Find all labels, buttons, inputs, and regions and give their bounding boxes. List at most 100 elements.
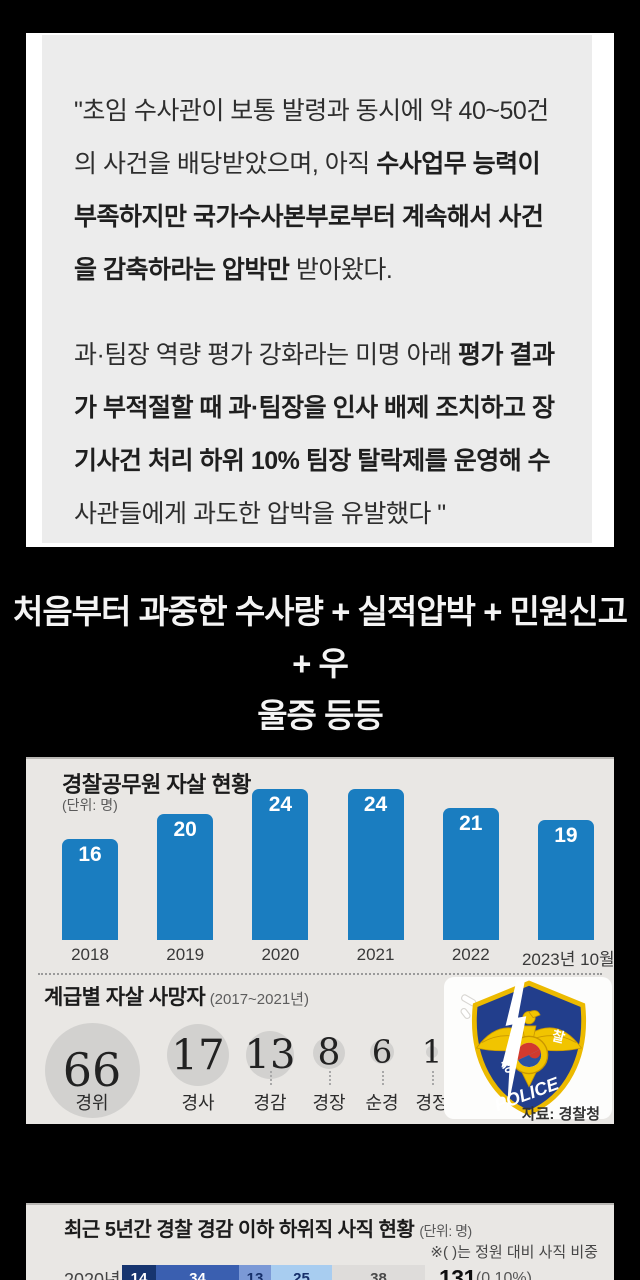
- quote-line: 부족하지만 국가수사본부로부터 계속해서 사건: [74, 191, 594, 244]
- resign-chart-title: 최근 5년간 경찰 경감 이하 하위직 사직 현황 (단위: 명): [64, 1213, 472, 1242]
- caption-line-2: 울증 등등: [257, 697, 384, 734]
- bar-year-label: 2018: [71, 945, 109, 964]
- rank-connector: [329, 1071, 331, 1085]
- bar-value: 24: [363, 793, 388, 816]
- suicide-chart-unit: (단위: 명): [62, 797, 118, 813]
- rank-value: 13: [244, 1032, 296, 1078]
- suicide-chart-title: 경찰공무원 자살 현황: [62, 772, 251, 797]
- bar-column: 20: [141, 789, 229, 940]
- quote-text-segment: 수사업무 능력이: [376, 150, 541, 178]
- rank-value: 1: [421, 1033, 443, 1071]
- dotted-divider: [38, 973, 602, 975]
- rank-connector: [270, 1071, 272, 1085]
- rank-label: 순경: [365, 1093, 399, 1113]
- quote-line: 기사건 처리 하위 10% 팀장 탈락제를 운영해 수: [74, 435, 594, 488]
- resign-chart-card: 최근 5년간 경찰 경감 이하 하위직 사직 현황 (단위: 명) ※( )는 …: [26, 1203, 614, 1280]
- rank-value: 8: [317, 1032, 341, 1074]
- bar: 24: [252, 789, 309, 940]
- rank-label: 경정: [415, 1093, 449, 1113]
- bar-column: 19: [522, 789, 610, 940]
- bar-value: 20: [173, 818, 197, 841]
- quote-text-segment: "초임 수사관이 보통 발령과 동시에 약 40~50건: [74, 97, 549, 125]
- stacked-bar-total: 131: [439, 1265, 476, 1280]
- rank-label: 경사: [181, 1093, 215, 1113]
- bar: 19: [537, 820, 594, 940]
- stacked-bar-segments: 14 34 13 25 38: [122, 1265, 425, 1280]
- bar: 16: [62, 839, 118, 940]
- quote-text-segment: 기사건 처리 하위 10% 팀장 탈락제를 운영해 수: [74, 447, 551, 475]
- resign-chart-note: ※( )는 정원 대비 사직 비중: [430, 1244, 598, 1261]
- source-label: 자료: 경찰청: [521, 1106, 600, 1123]
- rank-chart-title: 계급별 자살 사망자: [44, 986, 206, 1009]
- quote-line: 가 부적절할 때 과·팀장을 인사 배제 조치하고 장: [74, 382, 594, 435]
- rank-circle: [313, 1037, 345, 1069]
- rank-value: 66: [62, 1043, 122, 1097]
- resign-chart-title-text: 최근 5년간 경찰 경감 이하 하위직 사직 현황: [64, 1219, 415, 1241]
- bar: 24: [347, 789, 404, 940]
- bar-year-label: 2021: [356, 945, 395, 964]
- stacked-bar-row: 2020년 14 34 13 25 38 131 (0.10%): [64, 1265, 532, 1280]
- rank-connector: [432, 1071, 434, 1085]
- bar-value: 16: [78, 843, 102, 866]
- rank-label: 경위: [75, 1093, 109, 1113]
- quote-line: 과·팀장 역량 평가 강화라는 미명 아래 평가 결과: [74, 329, 594, 382]
- bar-value: 24: [268, 793, 293, 816]
- rank-connector: [382, 1071, 384, 1085]
- bar-year-label: 2023년 10월: [521, 950, 615, 969]
- quote-text-segment: 가 부적절할 때 과·팀장을 인사 배제 조치하고 장: [74, 394, 555, 422]
- quote-text-segment: 받아왔다.: [289, 256, 393, 284]
- resign-chart-unit: (단위: 명): [419, 1223, 472, 1239]
- rank-circle: [370, 1040, 394, 1064]
- bar-year-label: 2020: [261, 945, 300, 964]
- stacked-bar-segment: 38: [332, 1265, 425, 1280]
- quote-line: 을 감축하라는 압박만 받아왔다.: [74, 244, 594, 297]
- bar-column: 16: [46, 789, 134, 940]
- police-badge: 경 찰 POLICE: [444, 977, 612, 1119]
- rank-label: 경장: [312, 1093, 346, 1113]
- quote-text-segment: 사관들에게 과도한 압박을 유발했다 ": [74, 500, 446, 528]
- bar: 20: [157, 814, 214, 940]
- badge-char-right: 찰: [550, 1028, 566, 1046]
- police-badge-icon: 경 찰 POLICE: [460, 980, 587, 1116]
- rank-value: 6: [371, 1033, 393, 1071]
- quote-line: "초임 수사관이 보통 발령과 동시에 약 40~50건: [74, 85, 594, 138]
- bar-year-label: 2019: [166, 945, 205, 964]
- rank-circle: [44, 1022, 140, 1118]
- stacked-bar-year: 2020년: [64, 1269, 121, 1280]
- bar-value: 21: [459, 812, 483, 835]
- rank-circle: [167, 1024, 229, 1086]
- quote-text-segment: 평가 결과: [458, 341, 555, 369]
- rank-circle: [426, 1046, 438, 1058]
- stacked-bar-segment: 25: [271, 1265, 332, 1280]
- quote-text-segment: 을 감축하라는 압박만: [74, 256, 290, 284]
- quote-text-segment: 부족하지만 국가수사본부로부터 계속해서 사건: [74, 203, 544, 231]
- caption-line-1: 처음부터 과중한 수사량 + 실적압박 + 민원신고 + 우: [12, 593, 628, 682]
- quote-background: [42, 35, 592, 543]
- bar-column: 24: [332, 789, 420, 940]
- quote-text-segment: 과·팀장 역량 평가 강화라는 미명 아래: [74, 341, 459, 369]
- stacked-bar-segment: 34: [156, 1265, 239, 1280]
- bar-chart: 16 20 24 24 21 19: [46, 789, 610, 940]
- rank-label: 경감: [253, 1093, 287, 1113]
- quote-line: 의 사건을 배당받았으며, 아직 수사업무 능력이: [74, 138, 594, 191]
- bar-year-label: 2022: [451, 945, 490, 964]
- stacked-bar-segment: 13: [239, 1265, 271, 1280]
- bar-chart-x-axis: 2018 2019 2020 2021 2022 2023년 10월: [46, 945, 615, 970]
- bar-value: 19: [554, 824, 578, 847]
- rank-value: 17: [171, 1030, 225, 1080]
- rank-chart-period: (2017~2021년): [209, 991, 309, 1008]
- quote-text-segment: 의 사건을 배당받았으며, 아직: [74, 150, 377, 178]
- bar-column: 24: [236, 789, 324, 940]
- caption-text: 처음부터 과중한 수사량 + 실적압박 + 민원신고 + 우 울증 등등: [0, 586, 640, 742]
- rank-section-header: 계급별 자살 사망자 (2017~2021년): [44, 981, 309, 1011]
- stacked-bar-segment: 14: [122, 1265, 156, 1280]
- bar-column: 21: [427, 789, 515, 940]
- stacked-bar-percent: (0.10%): [475, 1269, 532, 1280]
- quote-line: 사관들에게 과도한 압박을 유발했다 ": [74, 488, 594, 541]
- suicide-chart-card: 경찰공무원 자살 현황 (단위: 명) 16 20 24 24 21 19 2018 201…: [26, 757, 615, 1124]
